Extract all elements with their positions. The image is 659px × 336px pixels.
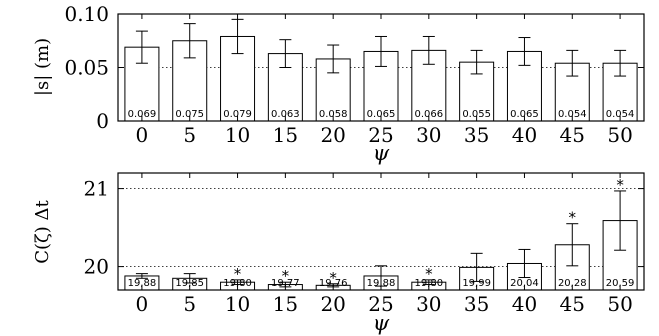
chart-correlation: 19,88019,85519,80*1019,77*1519,76*2019,8… — [32, 172, 645, 335]
significance-marker: * — [425, 265, 433, 283]
y-axis-label: |s| (m) — [32, 38, 53, 96]
y-tick-label: 21 — [84, 177, 109, 201]
x-tick-label: 20 — [320, 123, 345, 147]
data-label: 0.054 — [558, 109, 587, 120]
data-label: 0.063 — [271, 109, 300, 120]
data-label: 0.065 — [510, 109, 539, 120]
y-axis-label: C(ζ) Δt — [32, 199, 53, 263]
x-tick-label: 50 — [607, 292, 632, 316]
data-label: 0.054 — [606, 109, 635, 120]
data-label: 0.066 — [414, 109, 443, 120]
data-label: 0.075 — [175, 109, 204, 120]
data-label: 19,88 — [128, 278, 157, 289]
data-label: 19,99 — [462, 278, 491, 289]
x-tick-label: 30 — [416, 123, 441, 147]
x-tick-label: 25 — [368, 292, 393, 316]
x-tick-label: 40 — [512, 123, 537, 147]
x-tick-label: 10 — [225, 123, 250, 147]
bar — [602, 220, 638, 291]
x-tick-label: 5 — [183, 123, 196, 147]
significance-marker: * — [329, 269, 337, 287]
data-label: 19,80 — [223, 278, 252, 289]
x-tick-label: 35 — [464, 123, 489, 147]
y-tick-label: 0.10 — [64, 2, 109, 26]
x-tick-label: 45 — [560, 292, 585, 316]
significance-marker: * — [616, 176, 624, 194]
data-label: 20,59 — [606, 278, 635, 289]
data-label: 0.079 — [223, 109, 252, 120]
data-label: 19,80 — [414, 278, 443, 289]
data-label: 0.069 — [128, 109, 157, 120]
x-tick-label: 35 — [464, 292, 489, 316]
x-axis-label: ψ — [373, 311, 390, 335]
x-tick-label: 5 — [183, 292, 196, 316]
y-tick-label: 0 — [96, 109, 109, 133]
plot-frame — [117, 172, 645, 291]
significance-marker: * — [234, 265, 242, 283]
x-tick-label: 45 — [560, 123, 585, 147]
data-label: 20,04 — [510, 278, 539, 289]
y-tick-label: 0.05 — [64, 56, 109, 80]
data-label: 0.055 — [462, 109, 491, 120]
x-tick-label: 40 — [512, 292, 537, 316]
x-tick-label: 30 — [416, 292, 441, 316]
data-label: 0.058 — [319, 109, 348, 120]
data-label: 19,77 — [271, 278, 300, 289]
data-label: 20,28 — [558, 278, 587, 289]
x-tick-label: 20 — [320, 292, 345, 316]
x-axis-label: ψ — [373, 141, 390, 165]
significance-marker: * — [282, 267, 290, 285]
x-tick-label: 10 — [225, 292, 250, 316]
data-label: 19,88 — [367, 278, 396, 289]
data-label: 19,76 — [319, 278, 348, 289]
data-label: 19,85 — [175, 278, 204, 289]
y-tick-label: 20 — [84, 255, 109, 279]
chart-displacement: 0.069 0 0.075 5 0.079 10 0.063 15 0.058 20 0.065 25… — [32, 2, 645, 165]
plot-frame — [117, 13, 645, 122]
x-tick-label: 25 — [368, 123, 393, 147]
x-tick-label: 0 — [136, 292, 149, 316]
x-tick-label: 0 — [136, 123, 149, 147]
x-tick-label: 15 — [273, 292, 298, 316]
significance-marker: * — [569, 209, 577, 227]
x-tick-label: 50 — [607, 123, 632, 147]
data-label: 0.065 — [367, 109, 396, 120]
x-tick-label: 15 — [273, 123, 298, 147]
